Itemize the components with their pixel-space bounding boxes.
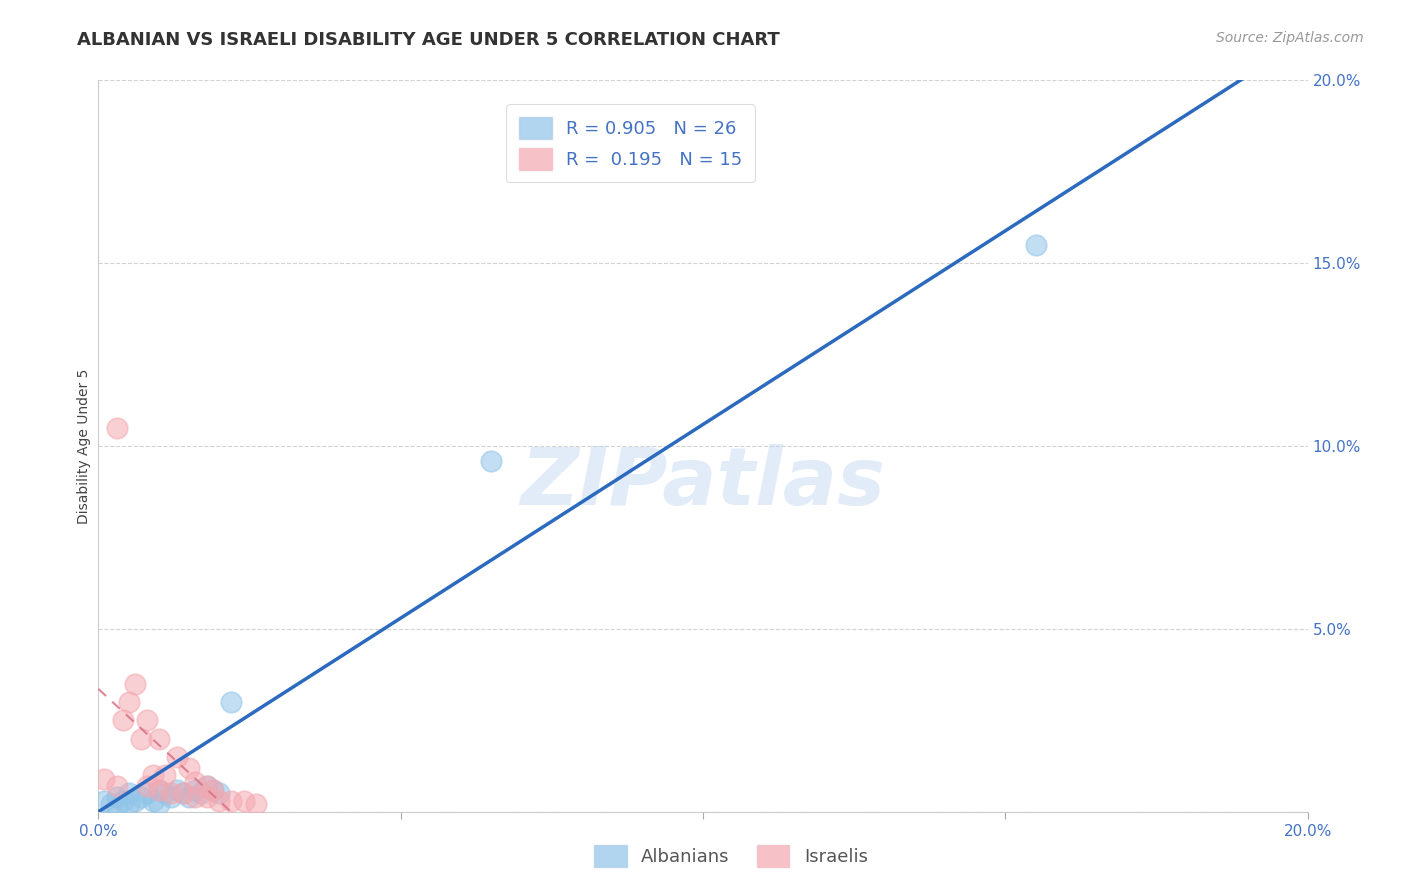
Point	[118, 797, 141, 812]
Text: ZIPatlas: ZIPatlas	[520, 443, 886, 522]
Text: ALBANIAN VS ISRAELI DISABILITY AGE UNDER 5 CORRELATION CHART: ALBANIAN VS ISRAELI DISABILITY AGE UNDER…	[77, 31, 780, 49]
Point	[153, 768, 176, 782]
Point	[129, 790, 152, 805]
Point	[100, 797, 122, 812]
Point	[124, 676, 146, 690]
Point	[184, 782, 207, 797]
Point	[118, 695, 141, 709]
Point	[195, 779, 218, 793]
Point	[1024, 238, 1046, 252]
Point	[208, 787, 231, 801]
Point	[93, 772, 115, 786]
Point	[172, 787, 194, 801]
Point	[245, 797, 267, 812]
Point	[190, 787, 212, 801]
Point	[129, 731, 152, 746]
Point	[135, 779, 157, 793]
Y-axis label: Disability Age Under 5: Disability Age Under 5	[77, 368, 91, 524]
Point	[202, 782, 225, 797]
Point	[135, 714, 157, 728]
Point	[179, 790, 201, 805]
Point	[160, 787, 183, 801]
Point	[208, 794, 231, 808]
Point	[118, 787, 141, 801]
Point	[148, 782, 170, 797]
Point	[221, 695, 243, 709]
Point	[105, 421, 128, 435]
Point	[148, 797, 170, 812]
Point	[160, 790, 183, 805]
Point	[135, 787, 157, 801]
Point	[105, 790, 128, 805]
Point	[93, 794, 115, 808]
Point	[105, 801, 128, 815]
Point	[111, 794, 134, 808]
Point	[481, 453, 503, 467]
Point	[179, 761, 201, 775]
Point	[142, 768, 165, 782]
Point	[166, 749, 188, 764]
Point	[153, 787, 176, 801]
Text: Source: ZipAtlas.com: Source: ZipAtlas.com	[1216, 31, 1364, 45]
Point	[166, 782, 188, 797]
Point	[184, 775, 207, 789]
Point	[221, 794, 243, 808]
Point	[124, 794, 146, 808]
Point	[172, 787, 194, 801]
Point	[232, 794, 254, 808]
Legend: R = 0.905   N = 26, R =  0.195   N = 15: R = 0.905 N = 26, R = 0.195 N = 15	[506, 104, 755, 182]
Point	[202, 782, 225, 797]
Point	[148, 782, 170, 797]
Point	[195, 779, 218, 793]
Point	[195, 790, 218, 805]
Legend: Albanians, Israelis: Albanians, Israelis	[588, 838, 875, 874]
Point	[111, 714, 134, 728]
Point	[184, 790, 207, 805]
Point	[142, 794, 165, 808]
Point	[148, 731, 170, 746]
Point	[105, 779, 128, 793]
